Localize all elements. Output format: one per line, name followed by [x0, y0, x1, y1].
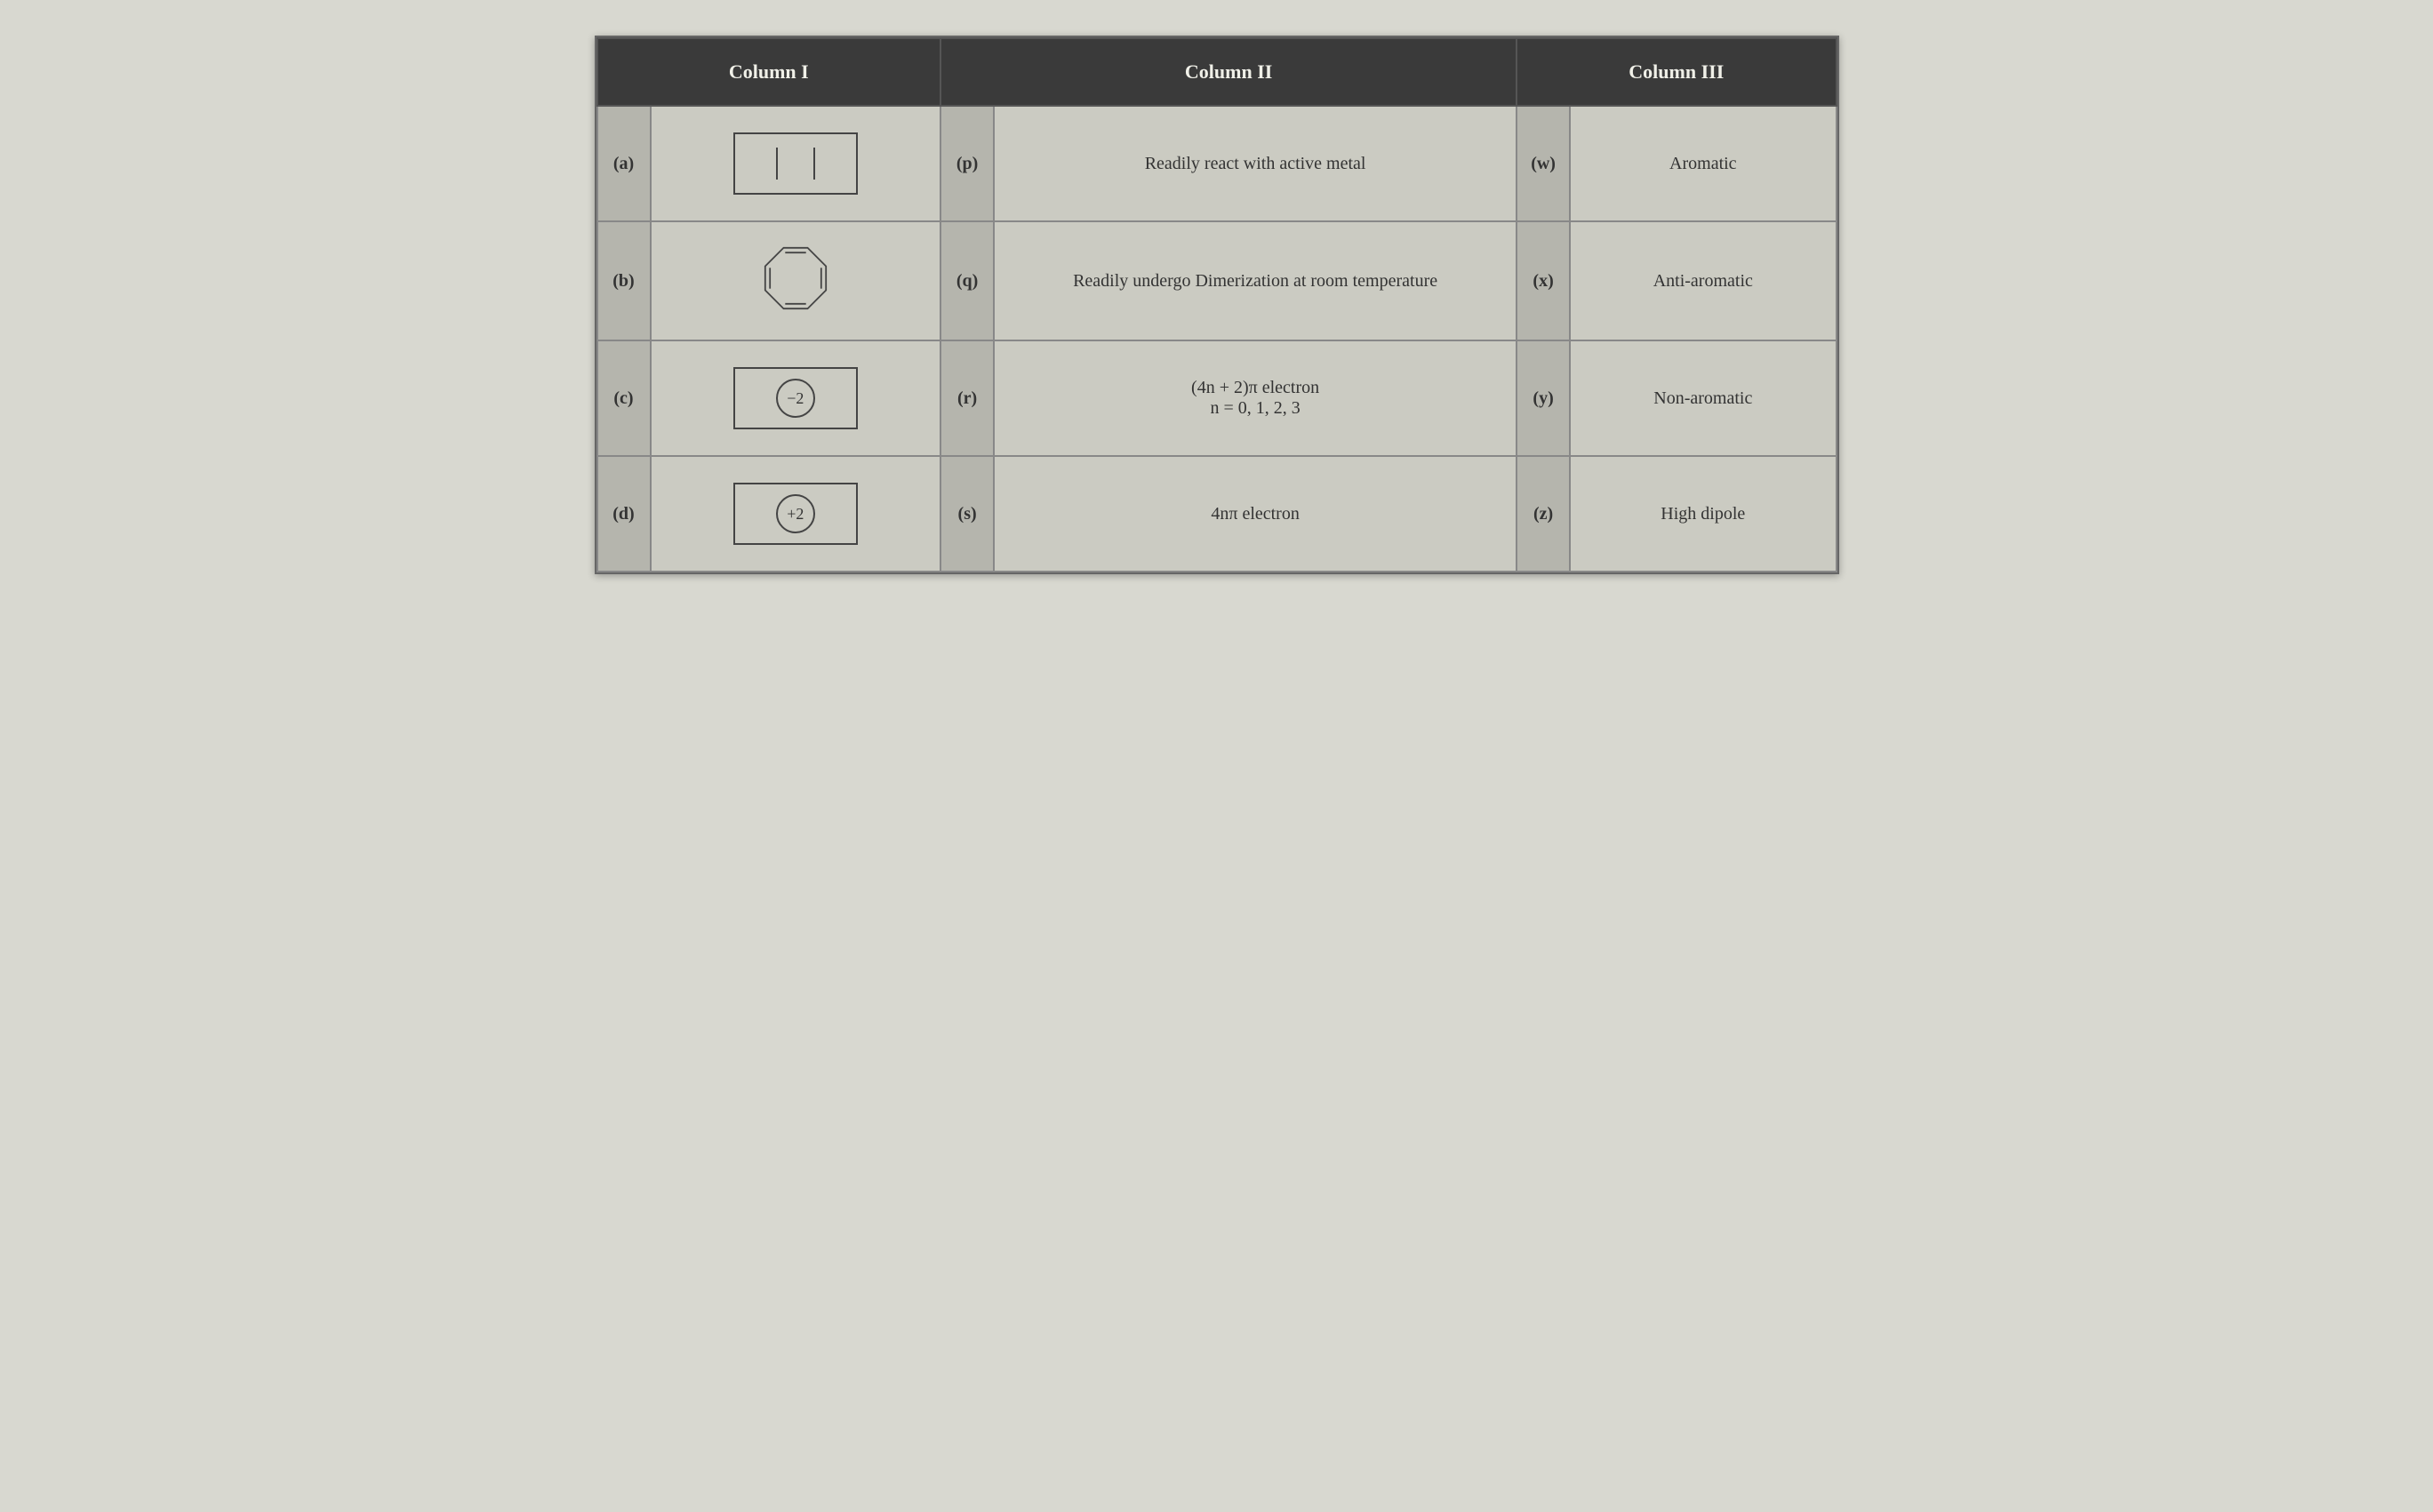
row1-col1-label: (a) [597, 106, 651, 221]
table-row: (c) −2 (r) (4n + 2)π electron n = 0, 1, … [597, 340, 1837, 456]
row1-col1-content [651, 106, 941, 221]
row4-col3-content: High dipole [1570, 456, 1836, 572]
table-row: (b) (q) Readily undergo Dimerization at … [597, 221, 1837, 340]
row4-col3-label: (z) [1517, 456, 1570, 572]
row4-col1-content: +2 [651, 456, 941, 572]
matching-table: Column I Column II Column III (a) (p) [595, 36, 1839, 574]
row3-col2-line2: n = 0, 1, 2, 3 [1004, 398, 1507, 419]
row3-col1-label: (c) [597, 340, 651, 456]
dication-box-icon: +2 [733, 483, 858, 545]
dianion-box-icon: −2 [733, 367, 858, 429]
row2-col2-content: Readily undergo Dimerization at room tem… [994, 221, 1517, 340]
row4-col2-label: (s) [940, 456, 994, 572]
row3-col2-content: (4n + 2)π electron n = 0, 1, 2, 3 [994, 340, 1517, 456]
table-header: Column I Column II Column III [597, 38, 1837, 106]
row3-col2-line1: (4n + 2)π electron [1004, 378, 1507, 398]
table-row: (d) +2 (s) 4nπ electron (z) High dipole [597, 456, 1837, 572]
charge-label: −2 [776, 379, 815, 418]
cyclobutadiene-icon [733, 132, 858, 195]
row2-col3-label: (x) [1517, 221, 1570, 340]
row3-col2-label: (r) [940, 340, 994, 456]
row1-col3-label: (w) [1517, 106, 1570, 221]
row2-col2-label: (q) [940, 221, 994, 340]
table-row: (a) (p) Readily react with active metal … [597, 106, 1837, 221]
cyclooctatetraene-icon [756, 238, 836, 318]
row2-col1-content [651, 221, 941, 340]
row2-col3-content: Anti-aromatic [1570, 221, 1836, 340]
row1-col2-content: Readily react with active metal [994, 106, 1517, 221]
row4-col2-content: 4nπ electron [994, 456, 1517, 572]
charge-label: +2 [776, 494, 815, 533]
header-col3: Column III [1517, 38, 1836, 106]
row1-col2-label: (p) [940, 106, 994, 221]
header-col2: Column II [940, 38, 1517, 106]
table-body: (a) (p) Readily react with active metal … [597, 106, 1837, 572]
row1-col3-content: Aromatic [1570, 106, 1836, 221]
header-col1: Column I [597, 38, 941, 106]
row4-col1-label: (d) [597, 456, 651, 572]
row3-col3-content: Non-aromatic [1570, 340, 1836, 456]
row2-col1-label: (b) [597, 221, 651, 340]
table: Column I Column II Column III (a) (p) [596, 37, 1837, 572]
row3-col1-content: −2 [651, 340, 941, 456]
row3-col3-label: (y) [1517, 340, 1570, 456]
